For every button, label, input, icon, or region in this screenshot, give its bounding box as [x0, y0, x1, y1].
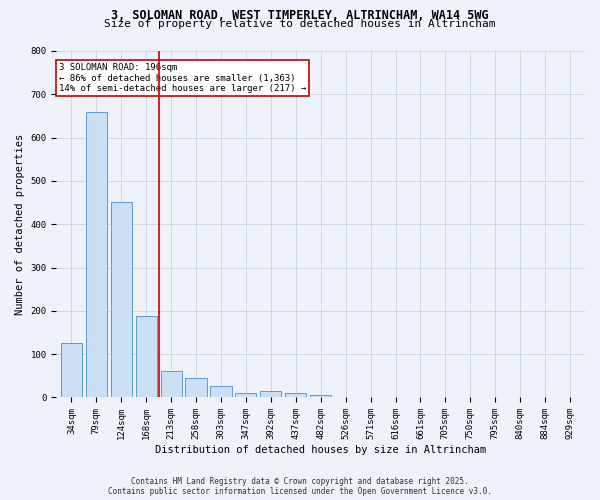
Bar	[136, 316, 157, 398]
Text: 3 SOLOMAN ROAD: 196sqm
← 86% of detached houses are smaller (1,363)
14% of semi-: 3 SOLOMAN ROAD: 196sqm ← 86% of detached…	[59, 63, 306, 93]
Text: Contains HM Land Registry data © Crown copyright and database right 2025.
Contai: Contains HM Land Registry data © Crown c…	[108, 476, 492, 496]
Bar	[285, 393, 307, 398]
Text: Size of property relative to detached houses in Altrincham: Size of property relative to detached ho…	[104, 19, 496, 29]
Bar	[185, 378, 206, 398]
Bar	[161, 372, 182, 398]
Bar	[61, 343, 82, 398]
Bar	[211, 386, 232, 398]
Y-axis label: Number of detached properties: Number of detached properties	[15, 134, 25, 315]
Bar	[86, 112, 107, 398]
Bar	[110, 202, 132, 398]
Text: 3, SOLOMAN ROAD, WEST TIMPERLEY, ALTRINCHAM, WA14 5WG: 3, SOLOMAN ROAD, WEST TIMPERLEY, ALTRINC…	[111, 9, 489, 22]
Bar	[235, 393, 256, 398]
Bar	[260, 392, 281, 398]
Bar	[310, 395, 331, 398]
X-axis label: Distribution of detached houses by size in Altrincham: Distribution of detached houses by size …	[155, 445, 487, 455]
